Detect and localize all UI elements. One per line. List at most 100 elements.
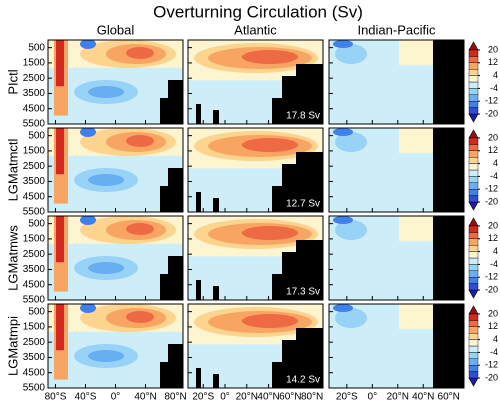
x-tick-label: 20°S — [336, 392, 358, 403]
field-band — [333, 216, 353, 224]
colorbar-tick-label: 12 — [488, 233, 498, 243]
colorbar-segment — [468, 94, 479, 102]
y-tick-label: 4500 — [23, 103, 46, 114]
colorbar-segment — [468, 176, 479, 183]
x-tick-label: 40°S — [75, 392, 97, 403]
bathymetry — [272, 98, 282, 124]
colorbar-tick-label: 4 — [493, 246, 498, 256]
field-band — [242, 314, 298, 328]
bathymetry — [196, 280, 201, 300]
colorbar-segment — [468, 326, 479, 334]
bathymetry — [160, 98, 168, 124]
bathymetry — [168, 256, 183, 300]
column-title: Global — [97, 22, 135, 37]
amoc-label: 12.7 Sv — [286, 199, 320, 210]
colorbar-segment — [468, 313, 479, 321]
colorbar-segment — [468, 371, 479, 379]
colorbar-segment — [468, 345, 479, 353]
colorbar-tick-label: 4 — [493, 334, 498, 344]
x-tick-label: 80°S — [45, 392, 67, 403]
field-band — [335, 308, 367, 328]
y-tick-label: 2500 — [23, 73, 46, 84]
bathymetry — [168, 80, 183, 124]
row-label: LGMatmpi — [5, 316, 20, 376]
bathymetry — [196, 192, 201, 212]
field-band — [126, 47, 154, 59]
colorbar-segment — [468, 137, 479, 145]
bathymetry — [213, 286, 219, 300]
colorbar-triangle — [468, 113, 479, 123]
colorbar-segment — [468, 320, 479, 327]
colorbar-triangle — [468, 289, 479, 299]
y-tick-label: 1500 — [23, 58, 46, 69]
colorbar-segment — [468, 163, 479, 171]
field-band — [56, 304, 64, 351]
colorbar-triangle — [468, 305, 479, 315]
colorbar-tick-label: 4 — [493, 70, 498, 80]
x-tick-label: 40°N — [134, 392, 156, 403]
amoc-label: 14.2 Sv — [286, 375, 320, 386]
bathymetry — [433, 304, 464, 388]
column-title: Atlantic — [234, 22, 277, 37]
bathymetry — [272, 186, 282, 212]
field-band — [80, 216, 96, 225]
bathymetry — [213, 198, 219, 212]
field-band — [126, 223, 154, 235]
y-tick-label: 3500 — [23, 88, 46, 99]
colorbar-segment — [468, 232, 479, 239]
y-tick-label: 3500 — [23, 264, 46, 275]
y-tick-label: 500 — [28, 130, 45, 141]
x-tick-label: 40°N — [412, 392, 434, 403]
colorbar-tick-label: -12 — [485, 272, 498, 282]
y-tick-label: 2500 — [23, 337, 46, 348]
figure-title: Overturning Circulation (Sv) — [153, 2, 363, 21]
colorbar-segment — [468, 238, 479, 246]
colorbar-segment — [468, 88, 479, 96]
field-band — [242, 138, 298, 152]
colorbar-segment — [468, 49, 479, 57]
field-band — [80, 304, 96, 313]
colorbar-tick-label: -4 — [490, 347, 498, 357]
colorbar-tick-label: -20 — [485, 284, 498, 294]
amoc-box — [279, 284, 323, 300]
bathymetry — [433, 40, 464, 124]
bathymetry — [272, 274, 282, 300]
colorbar-tick-label: 12 — [488, 321, 498, 331]
bathymetry — [168, 344, 183, 388]
colorbar-tick-label: 12 — [488, 57, 498, 67]
amoc-label: 17.8 Sv — [286, 111, 320, 122]
colorbar-segment — [468, 244, 479, 252]
colorbar-segment — [468, 257, 479, 265]
x-tick-label: 60°N — [279, 392, 301, 403]
colorbar-segment — [468, 68, 479, 76]
x-tick-label: 80°N — [164, 392, 186, 403]
field-band — [333, 40, 353, 48]
field-band — [333, 304, 353, 312]
x-tick-label: 0° — [368, 392, 378, 403]
x-tick-label: 20°S — [192, 392, 214, 403]
field-band — [88, 350, 124, 362]
x-tick-label: 0° — [111, 392, 121, 403]
colorbar-segment — [468, 156, 479, 164]
colorbar-tick-label: 20 — [488, 132, 498, 142]
panel-field — [329, 128, 464, 212]
field-band — [399, 216, 434, 242]
field-band — [399, 128, 434, 154]
colorbar-tick-label: -12 — [485, 184, 498, 194]
bathymetry — [160, 186, 168, 212]
colorbar-segment — [468, 188, 479, 196]
amoc-box — [279, 196, 323, 212]
colorbar-segment — [468, 277, 479, 284]
y-tick-label: 2500 — [23, 249, 46, 260]
colorbar-segment — [468, 169, 479, 177]
colorbar-segment — [468, 182, 479, 190]
colorbar-tick-label: -12 — [485, 360, 498, 370]
panel-field — [48, 40, 183, 124]
y-tick-label: 5500 — [23, 207, 46, 218]
row-label: LGMatmctl — [5, 138, 20, 201]
field-band — [399, 40, 434, 66]
panel-frame — [328, 303, 465, 389]
bathymetry — [168, 168, 183, 212]
bathymetry — [196, 104, 201, 124]
panel-field — [329, 216, 464, 300]
